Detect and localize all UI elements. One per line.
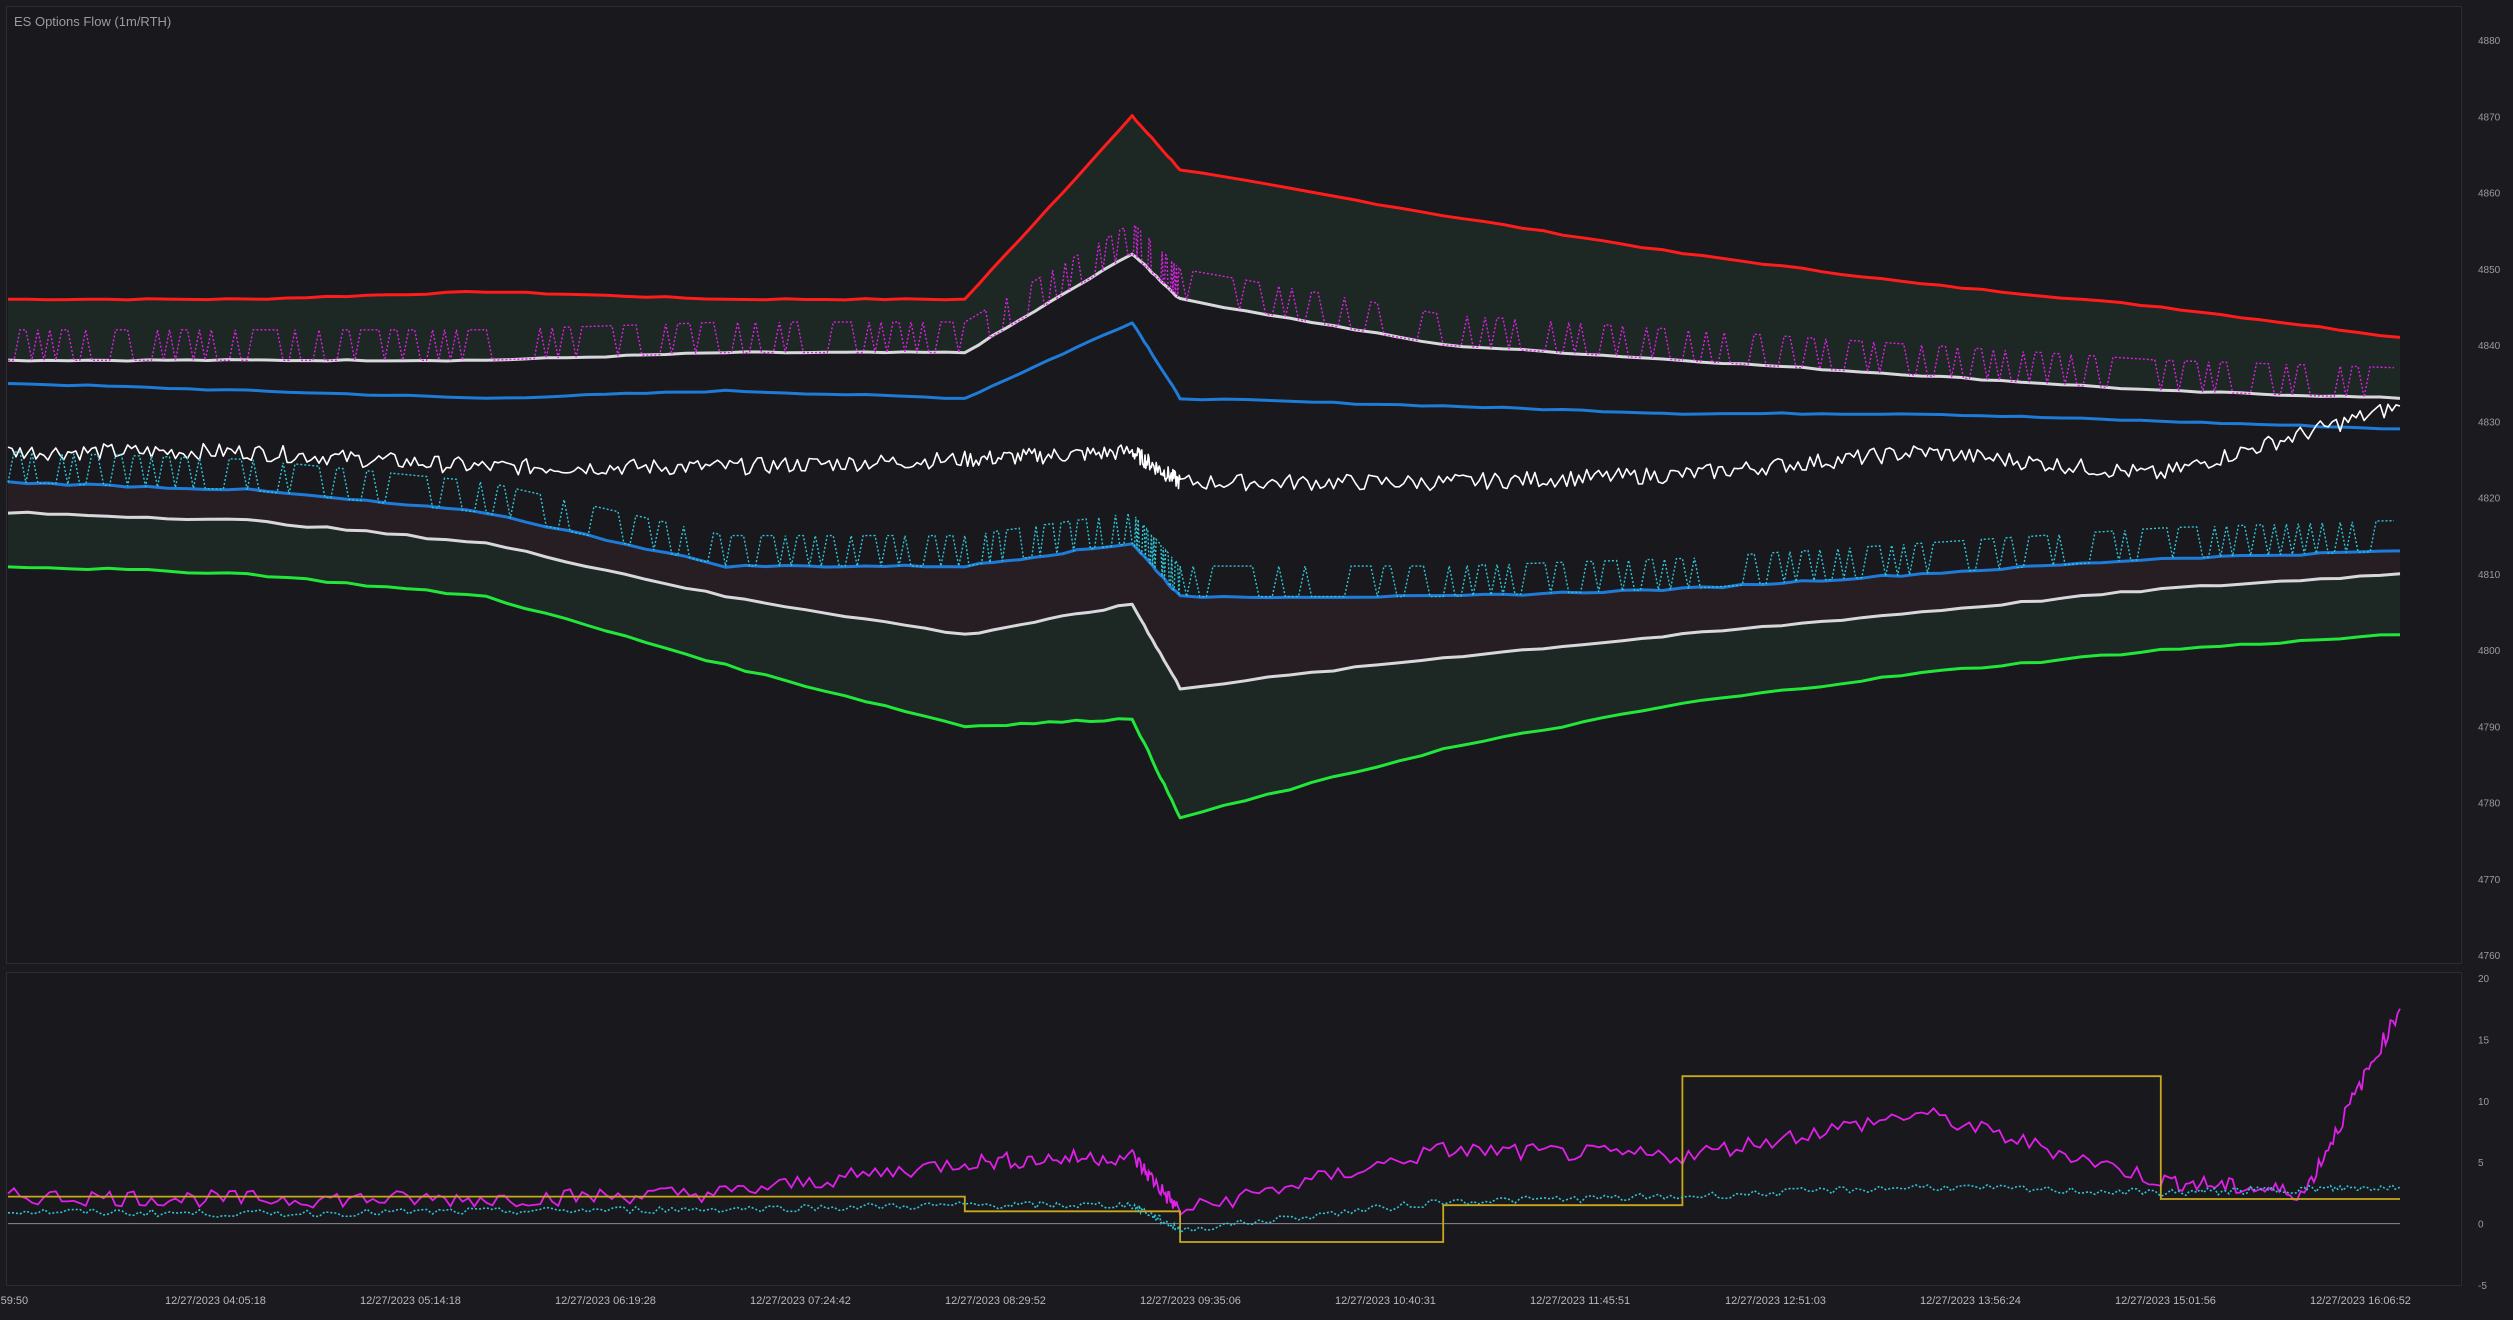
cyan-dotted-series — [7, 451, 2395, 598]
magenta-flow-line — [7, 1008, 2401, 1217]
x-tick-label: 12/27/2023 07:24:42 — [750, 1295, 851, 1307]
magenta-dotted-series — [8, 223, 2395, 398]
main-y-tick-label: 4880 — [2478, 36, 2501, 47]
x-tick-label: 12/27/2023 11:45:51 — [1530, 1295, 1630, 1307]
sub-y-tick-label: -5 — [2478, 1281, 2487, 1292]
x-tick-label: 12/27/2023 04:05:18 — [165, 1295, 266, 1307]
x-tick-label: 12/27/2023 09:35:06 — [1140, 1295, 1241, 1307]
main-y-tick-label: 4820 — [2478, 494, 2501, 505]
x-tick-label: 12/27/2023 16:06:52 — [2310, 1295, 2411, 1307]
sub-y-tick-label: 5 — [2478, 1158, 2484, 1169]
blue-upper-line — [7, 321, 2401, 431]
main-y-tick-label: 4860 — [2478, 189, 2501, 200]
main-y-tick-label: 4800 — [2478, 646, 2501, 657]
price-line — [7, 403, 2401, 492]
green-lower-line — [7, 565, 2401, 820]
red-upper-line — [7, 114, 2401, 339]
chart-title: ES Options Flow (1m/RTH) — [14, 14, 172, 29]
sub-y-tick-label: 15 — [2478, 1035, 2490, 1046]
main-y-tick-label: 4790 — [2478, 722, 2501, 733]
main-y-tick-label: 4770 — [2478, 875, 2501, 886]
sub-y-tick-label: 10 — [2478, 1097, 2490, 1108]
x-tick-label: 12/27/2023 10:40:31 — [1335, 1295, 1436, 1307]
sub-y-tick-label: 20 — [2478, 974, 2490, 985]
main-y-tick-label: 4830 — [2478, 417, 2501, 428]
blue-lower-line — [7, 480, 2401, 600]
x-tick-label: 12/27/2023 15:01:56 — [2115, 1295, 2216, 1307]
flow-panel[interactable] — [6, 972, 2462, 1286]
x-tick-label: 23 02:59:50 — [0, 1295, 28, 1307]
sub-y-tick-label: 0 — [2478, 1220, 2484, 1231]
lower-band-fill — [8, 512, 2400, 818]
upper-band-fill — [8, 116, 2400, 399]
cyan-flow-line — [8, 1183, 2401, 1235]
main-y-tick-label: 4870 — [2478, 112, 2501, 123]
x-tick-label: 12/27/2023 05:14:18 — [360, 1295, 461, 1307]
middle-band-fill — [8, 482, 2400, 689]
x-tick-label: 12/27/2023 06:19:28 — [555, 1295, 656, 1307]
main-y-tick-label: 4780 — [2478, 799, 2501, 810]
x-tick-label: 12/27/2023 12:51:03 — [1725, 1295, 1826, 1307]
main-y-tick-label: 4760 — [2478, 951, 2501, 962]
x-tick-label: 12/27/2023 13:56:24 — [1920, 1295, 2021, 1307]
main-y-tick-label: 4850 — [2478, 265, 2501, 276]
yellow-step-line — [8, 1075, 2400, 1243]
main-y-tick-label: 4810 — [2478, 570, 2501, 581]
main-y-tick-label: 4840 — [2478, 341, 2501, 352]
white-lower-line — [7, 510, 2401, 691]
x-tick-label: 12/27/2023 08:29:52 — [945, 1295, 1046, 1307]
